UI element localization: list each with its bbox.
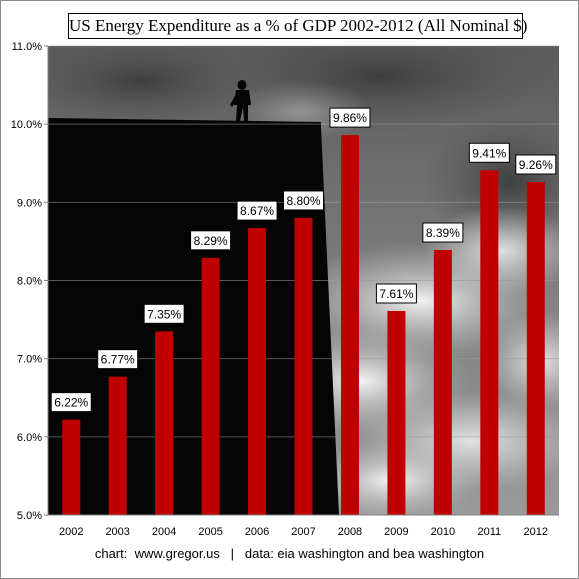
data-label-box <box>468 142 510 163</box>
data-label-box <box>97 349 139 370</box>
data-label-box <box>50 392 92 413</box>
y-tick-label: 10.0% <box>11 119 42 131</box>
x-tick-label: 2007 <box>291 526 315 538</box>
data-label: 8.80% <box>286 194 320 208</box>
data-label-box <box>143 303 185 324</box>
x-tick-label: 2011 <box>477 526 501 538</box>
bar-2005 <box>201 257 220 515</box>
bar-2004 <box>155 331 174 515</box>
data-label: 6.22% <box>54 396 88 410</box>
bar-2007 <box>294 217 313 515</box>
data-label-box <box>375 283 417 304</box>
bar-2008 <box>340 135 359 516</box>
bar-2006 <box>248 228 267 515</box>
bar-2009 <box>387 310 406 515</box>
data-label: 8.67% <box>240 204 274 218</box>
x-tick-label: 2005 <box>198 526 222 538</box>
person-silhouette <box>230 80 251 121</box>
x-tick-label: 2010 <box>431 526 455 538</box>
bars <box>62 135 545 516</box>
bar-2011 <box>480 170 499 515</box>
data-label: 9.86% <box>333 111 367 125</box>
x-tick-label: 2004 <box>152 526 176 538</box>
data-label: 8.39% <box>426 226 460 240</box>
data-label-box <box>422 222 464 243</box>
y-tick-label: 6.0% <box>17 432 42 444</box>
x-tick-label: 2003 <box>105 526 129 538</box>
y-axis: 5.0% 6.0% 7.0% 8.0% 9.0% 10.0% 11.0% <box>11 41 559 522</box>
x-axis: 2002 2003 2004 2005 2006 2007 2008 2009 2010 2011… <box>59 526 548 538</box>
x-tick-label: 2008 <box>338 526 362 538</box>
data-labels: 6.22% 6.77% 7.35% 8.29% 8.67% 8.80% 9.86% 7.61%… <box>50 107 557 413</box>
data-label-box <box>190 230 232 251</box>
y-tick-label: 11.0% <box>12 41 43 53</box>
x-tick-label: 2009 <box>384 526 408 538</box>
data-label-box <box>329 107 371 128</box>
y-tick-label: 9.0% <box>17 197 42 209</box>
bar-2002 <box>62 419 81 515</box>
data-label: 8.29% <box>194 234 228 248</box>
chart-source-footer: chart: www.gregor.us | data: eia washing… <box>94 546 485 561</box>
x-tick-label: 2006 <box>245 526 269 538</box>
data-label-box <box>283 190 324 211</box>
bar-2012 <box>526 182 545 515</box>
y-tick-label: 5.0% <box>17 510 42 522</box>
y-tick-label: 7.0% <box>17 354 42 366</box>
bar-2003 <box>108 376 127 515</box>
data-label-box <box>236 200 278 221</box>
bar-2010 <box>433 250 452 515</box>
x-tick-label: 2012 <box>524 526 548 538</box>
data-label: 9.41% <box>472 146 506 160</box>
data-label: 7.35% <box>147 307 181 321</box>
data-label-box <box>515 154 557 175</box>
data-label: 9.26% <box>519 158 553 172</box>
data-label: 6.77% <box>101 353 135 367</box>
chart-title: US Energy Expenditure as a % of GDP 2002… <box>68 13 527 39</box>
x-tick-label: 2002 <box>59 526 83 538</box>
data-label: 7.61% <box>379 287 413 301</box>
y-tick-label: 8.0% <box>17 276 42 288</box>
